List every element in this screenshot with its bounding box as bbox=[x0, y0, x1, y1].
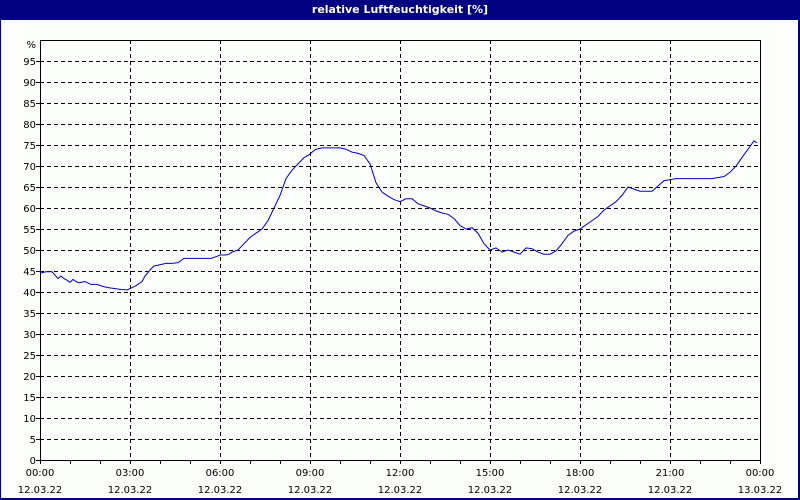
x-tick-time: 12:00 bbox=[386, 468, 415, 479]
x-tick-date: 12.03.22 bbox=[468, 485, 513, 496]
y-tick-label: 5 bbox=[30, 435, 36, 446]
x-tick-date: 13.03.22 bbox=[738, 485, 783, 496]
y-tick-label: 35 bbox=[23, 309, 36, 320]
window-title: relative Luftfeuchtigkeit [%] bbox=[311, 3, 489, 16]
x-tick-date: 12.03.22 bbox=[198, 485, 243, 496]
y-tick-label: 0 bbox=[30, 456, 36, 467]
x-tick-time: 00:00 bbox=[746, 468, 775, 479]
x-tick-time: 18:00 bbox=[566, 468, 595, 479]
y-tick-label: 15 bbox=[23, 393, 36, 404]
humidity-series-line bbox=[39, 140, 758, 291]
y-tick-label: 70 bbox=[23, 162, 36, 173]
y-tick-label: 50 bbox=[23, 246, 36, 257]
y-tick-label: 20 bbox=[23, 372, 36, 383]
x-axis-labels: 00:00 12.03.22 03:00 12.03.22 06:00 12.03.22 0… bbox=[18, 468, 783, 496]
y-tick-label: 90 bbox=[23, 78, 36, 89]
x-tick-date: 12.03.22 bbox=[558, 485, 603, 496]
y-unit-label: % bbox=[26, 40, 36, 51]
y-axis-labels: 0 5 10 15 20 25 30 35 40 45 50 55 60 65 70 75 80 85 90 95% bbox=[23, 40, 36, 467]
x-tick-time: 00:00 bbox=[26, 468, 55, 479]
x-tick-time: 21:00 bbox=[656, 468, 685, 479]
x-tick-time: 06:00 bbox=[206, 468, 235, 479]
y-tick-label: 60 bbox=[23, 204, 36, 215]
y-tick-label: 45 bbox=[23, 267, 36, 278]
y-tick-label: 95 bbox=[23, 57, 36, 68]
y-tick-label: 10 bbox=[23, 414, 36, 425]
y-tick-label: 40 bbox=[23, 288, 36, 299]
x-tick-date: 12.03.22 bbox=[378, 485, 423, 496]
x-tick-time: 15:00 bbox=[476, 468, 505, 479]
x-tick-time: 03:00 bbox=[116, 468, 145, 479]
x-tick-date: 12.03.22 bbox=[288, 485, 333, 496]
y-tick-label: 30 bbox=[23, 330, 36, 341]
y-tick-label: 65 bbox=[23, 183, 36, 194]
y-tick-label: 55 bbox=[23, 225, 36, 236]
x-tick-date: 12.03.22 bbox=[108, 485, 153, 496]
y-tick-label: 75 bbox=[23, 141, 36, 152]
y-tick-label: 85 bbox=[23, 99, 36, 110]
plot-frame bbox=[40, 40, 761, 461]
y-tick-label: 80 bbox=[23, 120, 36, 131]
x-tick-date: 12.03.22 bbox=[648, 485, 693, 496]
grid-lines bbox=[40, 40, 760, 460]
x-tick-time: 09:00 bbox=[296, 468, 325, 479]
y-tick-label: 25 bbox=[23, 351, 36, 362]
x-tick-date: 12.03.22 bbox=[18, 485, 63, 496]
axes bbox=[36, 40, 761, 464]
